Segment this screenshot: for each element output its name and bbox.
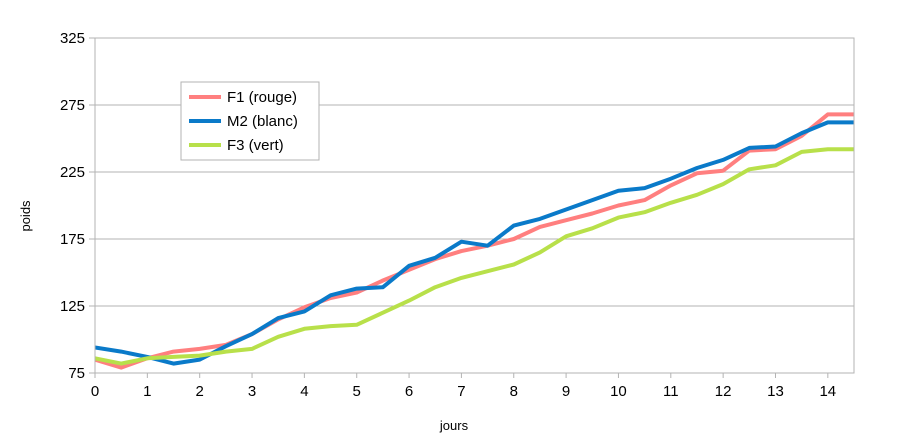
x-tick-label: 1: [143, 383, 151, 400]
series-lines: [95, 112, 854, 370]
x-tick-label: 3: [248, 383, 256, 400]
x-tick-label: 8: [510, 383, 518, 400]
plot-border: [94, 37, 855, 374]
legend-label-3: F3 (vert): [227, 137, 284, 154]
x-tick-label: 0: [91, 383, 99, 400]
y-tick-label: 225: [60, 164, 85, 181]
series-line-2: [95, 120, 854, 366]
x-tick-label: 5: [353, 383, 361, 400]
legend-label-2: M2 (blanc): [227, 113, 298, 130]
series-line-1: [95, 112, 854, 370]
x-tick-label: 7: [457, 383, 465, 400]
x-axis-tick-labels: 0 1 2 3 4 5 6 7 8 9 10 11 12 13 14: [91, 383, 836, 400]
legend: F1 (rouge) M2 (blanc) F3 (vert): [180, 81, 320, 161]
x-tick-label: 13: [767, 383, 784, 400]
y-tick-label: 275: [60, 97, 85, 114]
y-tick-label: 325: [60, 30, 85, 47]
x-tick-label: 6: [405, 383, 413, 400]
plot-frame: [94, 37, 855, 374]
y-axis-title: poids: [18, 200, 33, 232]
x-tick-label: 11: [663, 383, 679, 400]
series-line-3: [95, 147, 854, 366]
x-tick-label: 14: [819, 383, 836, 400]
x-tick-label: 4: [300, 383, 308, 400]
y-axis-tick-labels: 75 125 175 225 275 325: [60, 30, 85, 382]
y-tick-label: 75: [68, 365, 85, 382]
x-tick-label: 2: [196, 383, 204, 400]
y-tick-label: 175: [60, 231, 85, 248]
x-tick-label: 10: [610, 383, 627, 400]
x-axis-title: jours: [439, 418, 469, 433]
x-tick-label: 9: [562, 383, 570, 400]
legend-label-1: F1 (rouge): [227, 89, 297, 106]
x-tick-label: 12: [715, 383, 732, 400]
y-tick-label: 125: [60, 298, 85, 315]
